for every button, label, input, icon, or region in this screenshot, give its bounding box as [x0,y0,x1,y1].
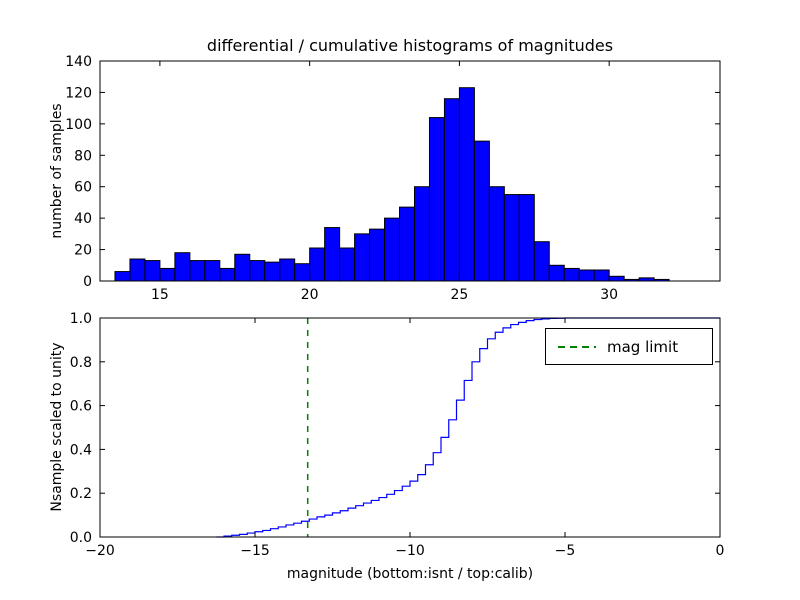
y-tick-label: 80 [74,148,92,164]
histogram-bar [578,269,595,282]
y-tick-label: 0.6 [70,399,92,415]
x-tick-label: 15 [151,287,169,303]
histogram-bar [339,247,356,282]
histogram-bar [503,194,520,282]
x-tick-label: −15 [240,543,270,559]
histogram-bar [264,261,281,282]
histogram-bar [488,186,505,282]
histogram-bar [533,241,550,282]
histogram-bar [189,260,206,282]
dashed-line-sample-icon [558,345,596,348]
histogram-bar [219,267,236,282]
histogram-bar [174,252,191,282]
y-tick-label: 120 [65,85,92,101]
legend: mag limit [545,328,713,365]
histogram-bar [144,260,161,282]
histogram-bar [518,194,535,282]
y-tick-label: 0.0 [70,530,92,546]
histogram-bar [279,258,296,282]
histogram-bar [354,233,371,282]
axes-spines [99,60,721,282]
y-tick-label: 140 [65,54,92,70]
histogram-bar [458,87,475,282]
y-tick-label: 100 [65,117,92,133]
cumulative-step-line [216,317,720,538]
histogram-bar [234,253,251,282]
x-tick-label: −5 [555,543,576,559]
histogram-bar [548,264,565,282]
bottom-ylabel: Nsample scaled to unity [49,342,65,512]
x-tick-label: −10 [395,543,425,559]
bottom-axes: −20 −15 −10 −5 0 0.0 0.2 0.4 0.6 0.8 1.0 [70,311,725,559]
histogram-bar [369,228,386,282]
histogram-bar [249,260,266,282]
x-tick-label: 0 [716,543,725,559]
histogram-bar [294,263,311,282]
histogram-bar [413,186,430,282]
x-tick-label: 30 [600,287,618,303]
histogram-bar [399,206,415,282]
y-tick-label: 40 [74,211,92,227]
histogram-bar [608,275,625,282]
y-tick-label: 20 [74,243,92,259]
histogram-bar [384,217,401,282]
histogram-bar [204,260,221,282]
histogram-bar [324,227,341,282]
chart-title: differential / cumulative histograms of … [206,36,614,55]
histogram-bar [428,117,445,282]
histogram-bar [159,267,176,282]
histogram-bar [593,269,610,282]
differential-histogram [114,87,670,282]
y-tick-label: 1.0 [70,311,92,327]
top-axes: 15 20 25 30 0 20 40 60 80 100 120 140 [65,54,721,303]
x-tick-label: 25 [451,287,469,303]
x-tick-label: 20 [301,287,319,303]
cumulative-plot [216,317,720,538]
y-tick-label: 0.4 [70,442,92,458]
histogram-bar [443,98,460,282]
top-ylabel: number of samples [49,103,65,239]
histogram-bar [129,258,146,282]
y-tick-label: 60 [74,180,92,196]
bottom-xlabel: magnitude (bottom:isnt / top:calib) [286,566,534,582]
x-tick-label: −20 [85,543,115,559]
y-tick-label: 0 [83,274,92,290]
histogram-bar [563,267,580,282]
histogram-bar [114,271,131,282]
y-tick-label: 0.8 [70,355,92,371]
y-tick-label: 0.2 [70,486,92,502]
histogram-bar [309,247,326,282]
legend-label: mag limit [607,337,679,356]
histogram-bar [473,140,490,282]
